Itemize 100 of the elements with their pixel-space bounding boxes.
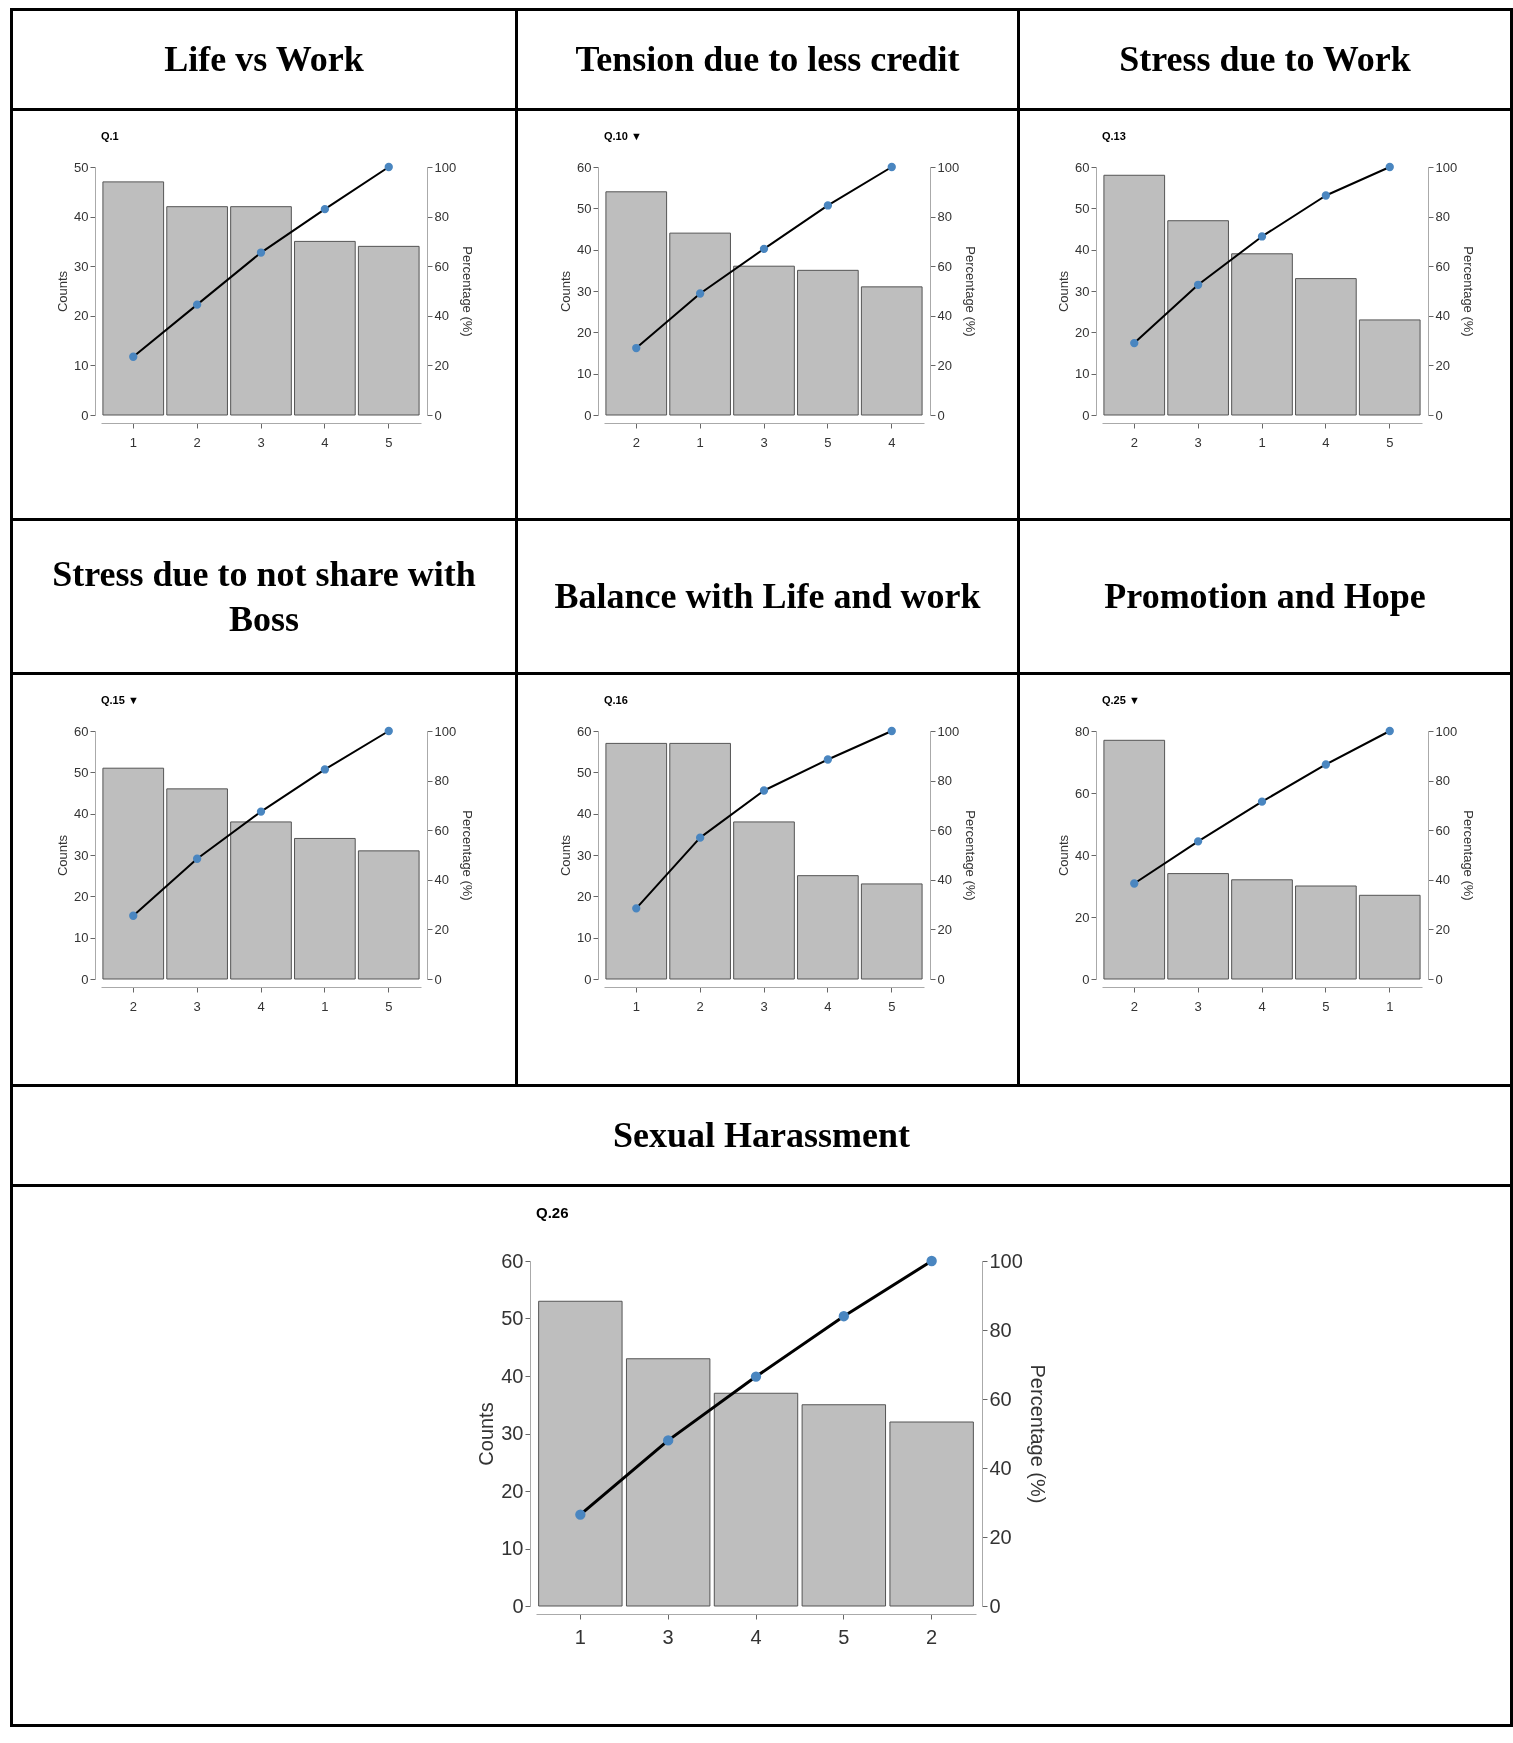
y-tick-label: 0 [80, 407, 88, 423]
y-axis-title: Counts [558, 270, 574, 313]
y2-tick-label: 60 [1435, 258, 1450, 274]
x-tick-label: 4 [256, 998, 265, 1014]
y2-tick-label: 20 [1435, 357, 1450, 373]
x-tick-label: 1 [696, 434, 704, 450]
y-tick-label: 30 [73, 847, 88, 863]
y2-tick-label: 20 [434, 921, 449, 937]
y-tick-label: 30 [501, 1422, 524, 1444]
y-tick-label: 30 [577, 847, 592, 863]
x-tick-label: 2 [129, 998, 137, 1014]
y2-axis-title: Percentage (%) [963, 810, 979, 901]
y-tick-label: 20 [1074, 909, 1089, 925]
y2-tick-label: 100 [1435, 159, 1457, 175]
y-axis-title: Counts [1055, 834, 1071, 877]
x-tick-label: 4 [750, 1625, 762, 1648]
y2-tick-label: 20 [937, 921, 952, 937]
x-tick-label: 5 [838, 1625, 850, 1648]
y2-tick-label: 40 [434, 872, 449, 888]
x-tick-label: 4 [1321, 434, 1329, 450]
x-tick-label: 4 [1257, 998, 1266, 1014]
x-tick-label: 1 [632, 998, 640, 1014]
y-axis-title: Counts [558, 834, 574, 877]
y2-tick-label: 80 [434, 773, 449, 789]
chart-title: Life vs Work [13, 11, 518, 111]
y-tick-label: 40 [577, 806, 592, 822]
x-tick-label: 4 [320, 434, 328, 450]
y-tick-label: 40 [577, 242, 592, 258]
x-tick-label: 5 [824, 434, 832, 450]
y-tick-label: 10 [73, 930, 88, 946]
y2-axis-title: Percentage (%) [1026, 1364, 1049, 1504]
x-tick-label: 4 [888, 434, 896, 450]
x-tick-label: 5 [384, 434, 392, 450]
chart-subtitle: Q.13 [1101, 129, 1126, 142]
y-tick-label: 60 [1074, 785, 1089, 801]
y2-tick-label: 0 [1435, 407, 1443, 423]
y-tick-label: 20 [1074, 324, 1089, 340]
x-tick-label: 5 [1385, 434, 1393, 450]
y-tick-label: 40 [1074, 847, 1089, 863]
x-tick-label: 4 [824, 998, 832, 1014]
chart-title: Stress due to Work [1020, 11, 1513, 111]
chart-title: Sexual Harassment [13, 1087, 1513, 1187]
x-tick-label: 1 [1385, 998, 1393, 1014]
y-tick-label: 60 [1074, 159, 1089, 175]
y2-tick-label: 20 [989, 1525, 1012, 1548]
y2-tick-label: 60 [937, 822, 952, 838]
y2-tick-label: 80 [434, 209, 449, 225]
y-tick-label: 30 [577, 283, 592, 299]
y2-tick-label: 60 [989, 1387, 1012, 1410]
y2-tick-label: 0 [434, 971, 442, 987]
y2-tick-label: 0 [937, 407, 945, 423]
y-axis-title: Counts [1055, 270, 1071, 313]
chart-title: Stress due to not share with Boss [13, 521, 518, 675]
x-tick-label: 3 [1194, 998, 1202, 1014]
y2-tick-label: 40 [937, 872, 952, 888]
y-tick-label: 50 [577, 764, 592, 780]
x-tick-label: 2 [1130, 434, 1138, 450]
y2-tick-label: 60 [434, 258, 449, 274]
y2-tick-label: 60 [937, 258, 952, 274]
y-tick-label: 10 [73, 357, 88, 373]
x-tick-label: 1 [1257, 434, 1266, 450]
y2-tick-label: 60 [434, 822, 449, 838]
y-tick-label: 20 [577, 888, 592, 904]
y2-tick-label: 0 [434, 407, 442, 423]
x-tick-label: 2 [632, 434, 640, 450]
x-tick-label: 5 [1321, 998, 1329, 1014]
y-tick-label: 20 [73, 308, 88, 324]
y-tick-label: 50 [577, 200, 592, 216]
y2-tick-label: 60 [1435, 822, 1450, 838]
y-tick-label: 0 [584, 971, 592, 987]
y-tick-label: 0 [1081, 971, 1089, 987]
y2-tick-label: 100 [1435, 723, 1457, 739]
y2-tick-label: 0 [1435, 971, 1443, 987]
y-tick-label: 60 [577, 159, 592, 175]
y2-axis-title: Percentage (%) [459, 810, 475, 901]
y-tick-label: 0 [1081, 407, 1089, 423]
y-tick-label: 50 [73, 159, 88, 175]
y2-axis-title: Percentage (%) [459, 246, 475, 337]
x-tick-label: 1 [574, 1625, 586, 1648]
y2-tick-label: 0 [937, 971, 945, 987]
chart-subtitle: Q.15 ▼ [100, 693, 139, 706]
x-tick-label: 2 [1130, 998, 1138, 1014]
y-tick-label: 10 [1074, 366, 1089, 382]
y-axis-title: Counts [54, 270, 70, 313]
x-tick-label: 3 [193, 998, 201, 1014]
y2-tick-label: 100 [937, 159, 960, 175]
y-tick-label: 30 [73, 258, 88, 274]
y-tick-label: 10 [501, 1537, 524, 1559]
y2-tick-label: 20 [937, 357, 952, 373]
x-tick-label: 3 [760, 434, 768, 450]
y-tick-label: 0 [512, 1594, 524, 1617]
y-tick-label: 30 [1074, 283, 1089, 299]
y-tick-label: 40 [1074, 242, 1089, 258]
y2-tick-label: 100 [434, 159, 456, 175]
y-tick-label: 10 [577, 366, 592, 382]
y-tick-label: 80 [1074, 723, 1089, 739]
y2-tick-label: 40 [1435, 872, 1450, 888]
chart-subtitle: Q.26 [536, 1204, 569, 1221]
y2-tick-label: 20 [1435, 921, 1450, 937]
y-tick-label: 60 [577, 723, 592, 739]
